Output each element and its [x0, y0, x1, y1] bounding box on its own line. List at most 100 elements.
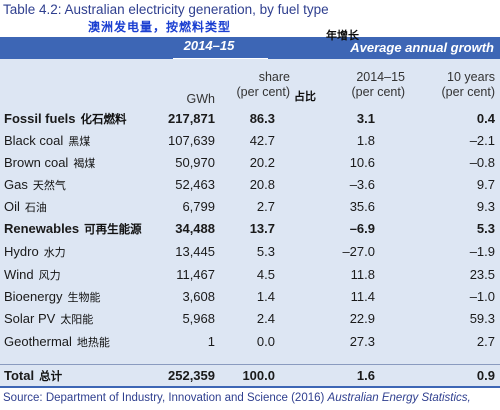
cell-share: 86.3 [249, 111, 275, 126]
row-label-cn: 石油 [24, 201, 47, 214]
header-growth: Average annual growth [350, 40, 494, 55]
row-label-cn: 黑煤 [68, 135, 91, 148]
table-row: Wind 风力 11,467 4.5 11.8 23.5 [0, 265, 500, 286]
cell-share: 0.0 [256, 334, 275, 349]
cell-growth-decade: 23.5 [469, 267, 495, 282]
cell-growth-decade: 9.7 [476, 177, 495, 192]
col-head-growth-decade: 10 years (per cent) [415, 70, 496, 100]
cell-gwh: 5,968 [182, 311, 215, 326]
row-label-en: Bioenergy [4, 289, 63, 304]
cell-gwh: 52,463 [175, 177, 215, 192]
table-row: Black coal 黑煤 107,639 42.7 1.8 –2.1 [0, 131, 500, 152]
cell-growth-decade: 0.4 [476, 111, 495, 126]
cell-share: 2.7 [256, 199, 275, 214]
cell-growth-year: 27.3 [349, 334, 375, 349]
cell-growth-year: 3.1 [356, 111, 375, 126]
row-label-en: Brown coal [4, 155, 69, 170]
cell-growth-year: –27.0 [342, 244, 375, 259]
row-label: Geothermal 地热能 [4, 334, 110, 350]
row-label-cn: 天然气 [32, 179, 66, 192]
cell-share: 20.2 [249, 155, 275, 170]
total-rule [0, 364, 500, 365]
row-label-cn: 水力 [43, 246, 66, 259]
cell-gwh: 34,488 [175, 221, 215, 236]
table-row: Bioenergy 生物能 3,608 1.4 11.4 –1.0 [0, 287, 500, 308]
row-label-cn: 褐煤 [73, 157, 96, 170]
table-row: Total 总计 252,359 100.0 1.6 0.9 [0, 366, 500, 387]
cell-share: 20.8 [249, 177, 275, 192]
cell-share: 2.4 [256, 311, 275, 326]
header-period: 2014–15 [183, 38, 235, 53]
cell-growth-year: –6.9 [349, 221, 375, 236]
row-label-cn: 可再生能源 [84, 222, 142, 236]
table-title: Table 4.2: Australian electricity genera… [3, 2, 329, 17]
row-label: Solar PV 太阳能 [4, 311, 93, 327]
col-head-growth-year: 2014–15 (per cent) [330, 70, 406, 100]
cell-share: 1.4 [256, 289, 275, 304]
cell-growth-decade: –1.9 [469, 244, 495, 259]
table-row: Solar PV 太阳能 5,968 2.4 22.9 59.3 [0, 309, 500, 330]
cell-growth-decade: –1.0 [469, 289, 495, 304]
table-row: Geothermal 地热能 1 0.0 27.3 2.7 [0, 332, 500, 353]
header-growth-note-cn: 年增长 [326, 29, 359, 42]
cell-growth-year: 11.4 [350, 289, 375, 304]
cell-share: 42.7 [249, 133, 275, 148]
cell-growth-decade: 59.3 [469, 311, 495, 326]
row-label: Renewables 可再生能源 [4, 221, 142, 237]
row-label-cn: 总计 [39, 369, 63, 383]
table-row: Renewables 可再生能源 34,488 13.7 –6.9 5.3 [0, 219, 500, 240]
cell-growth-year: 1.8 [356, 133, 375, 148]
row-label-en: Renewables [4, 221, 80, 236]
cell-gwh: 252,359 [168, 368, 215, 383]
row-label-en: Geothermal [4, 334, 72, 349]
row-label-en: Oil [4, 199, 20, 214]
col-head-growth-decade-line2: (per cent) [441, 85, 496, 99]
cell-gwh: 107,639 [168, 133, 215, 148]
table-row: Oil 石油 6,799 2.7 35.6 9.3 [0, 197, 500, 218]
source-note: Source: Department of Industry, Innovati… [3, 392, 471, 404]
table-subtitle-cn: 澳洲发电量，按燃料类型 [88, 20, 232, 34]
col-head-share-note-cn: 占比 [294, 90, 316, 103]
cell-growth-decade: –2.1 [469, 133, 495, 148]
row-label-en: Wind [4, 267, 34, 282]
cell-gwh: 11,467 [176, 267, 215, 282]
cell-gwh: 13,445 [175, 244, 215, 259]
cell-growth-decade: –0.8 [469, 155, 495, 170]
cell-growth-year: 1.6 [356, 368, 375, 383]
cell-share: 100.0 [242, 368, 275, 383]
row-label-cn: 太阳能 [60, 313, 94, 326]
row-label-cn: 生物能 [67, 291, 101, 304]
table-row: Fossil fuels 化石燃料 217,871 86.3 3.1 0.4 [0, 109, 500, 130]
cell-gwh: 3,608 [182, 289, 215, 304]
row-label-cn: 地热能 [76, 336, 110, 349]
cell-growth-year: 35.6 [349, 199, 375, 214]
row-label: Gas 天然气 [4, 177, 66, 193]
cell-growth-decade: 0.9 [476, 368, 495, 383]
row-label-en: Solar PV [4, 311, 56, 326]
row-label-cn: 化石燃料 [80, 112, 127, 126]
row-label: Black coal 黑煤 [4, 133, 90, 149]
col-head-share-line1: share [258, 70, 290, 84]
row-label: Hydro 水力 [4, 244, 66, 260]
header-band [0, 37, 500, 59]
row-label: Wind 风力 [4, 267, 61, 283]
row-label-en: Fossil fuels [4, 111, 76, 126]
cell-gwh: 217,871 [168, 111, 215, 126]
col-head-growth-year-line1: 2014–15 [356, 70, 405, 84]
col-head-share: share (per cent) [225, 70, 291, 100]
table-row: Gas 天然气 52,463 20.8 –3.6 9.7 [0, 175, 500, 196]
cell-share: 13.7 [249, 221, 275, 236]
bottom-rule [0, 386, 500, 388]
cell-growth-year: 10.6 [349, 155, 375, 170]
table-row: Hydro 水力 13,445 5.3 –27.0 –1.9 [0, 242, 500, 263]
cell-growth-year: 11.8 [350, 267, 375, 282]
row-label: Total 总计 [4, 368, 62, 384]
col-head-share-line2: (per cent) [236, 85, 291, 99]
cell-growth-year: –3.6 [349, 177, 375, 192]
header-rule [173, 58, 268, 59]
row-label-en: Total [4, 368, 35, 383]
row-label-en: Gas [4, 177, 28, 192]
row-label-en: Black coal [4, 133, 64, 148]
cell-growth-decade: 2.7 [476, 334, 495, 349]
cell-growth-year: 22.9 [349, 311, 375, 326]
